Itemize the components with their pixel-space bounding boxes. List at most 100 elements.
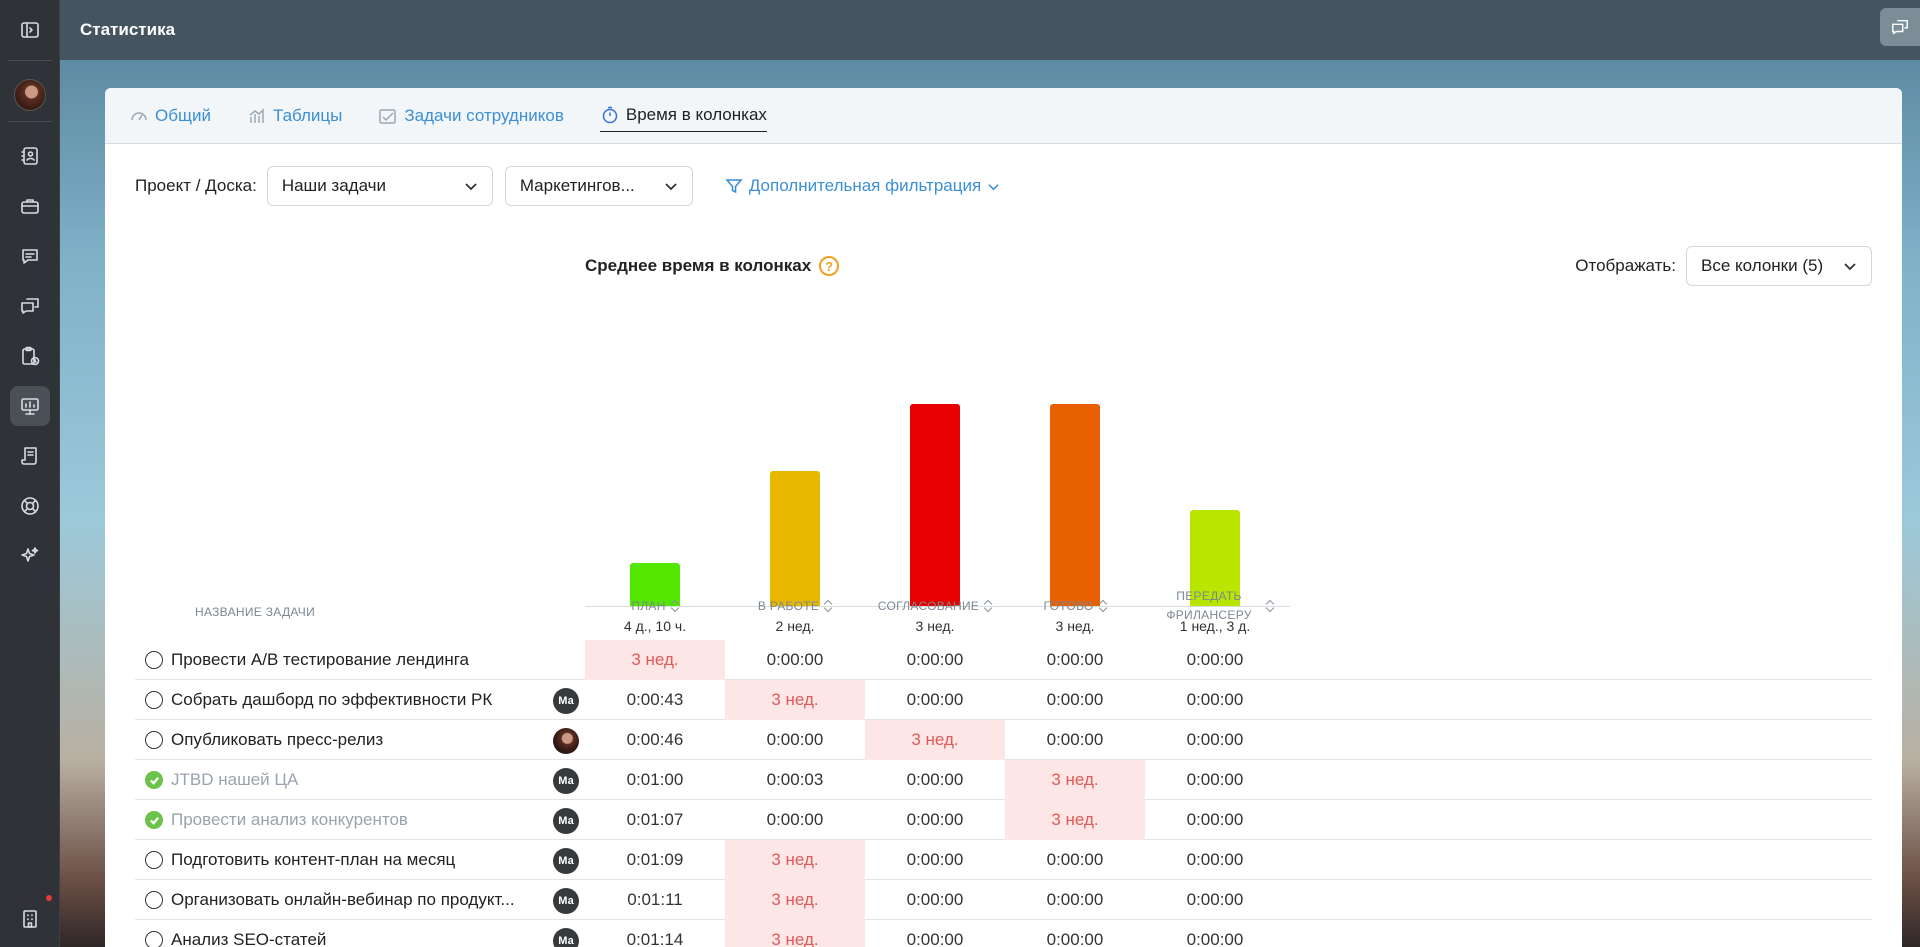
chart-baseline — [585, 606, 1290, 607]
tab-time-in-columns[interactable]: Время в колонках — [599, 100, 767, 132]
chart-bar — [770, 471, 820, 606]
task-name-cell[interactable]: Собрать дашборд по эффективности РК — [145, 680, 492, 720]
chart-icon — [249, 107, 265, 123]
table-row[interactable]: Подготовить контент-план на месяц Ма 0:01:… — [135, 840, 1872, 880]
chat-panel-button[interactable] — [1880, 8, 1920, 46]
status-circle-icon[interactable] — [145, 851, 163, 869]
notification-dot — [46, 895, 52, 901]
header-freelancer[interactable]: ПЕРЕДАТЬ ФРИЛАНСЕРУ — [1145, 586, 1295, 626]
status-circle-icon[interactable] — [145, 931, 163, 947]
header-in-work[interactable]: В РАБОТЕ — [725, 586, 865, 626]
columns-select[interactable]: Все колонки (5) — [1686, 246, 1872, 286]
assignee-avatar[interactable]: Ма — [553, 808, 579, 834]
chart-title: Среднее время в колонках ? — [585, 256, 840, 276]
table-row[interactable]: Опубликовать пресс-релиз 0:00:46 0:00:00 3 … — [135, 720, 1872, 760]
header-plan-text: ПЛАН — [631, 598, 666, 613]
header-plan[interactable]: ПЛАН — [585, 586, 725, 626]
status-circle-icon[interactable] — [145, 731, 163, 749]
table-row[interactable]: JTBD нашей ЦА Ма 0:01:00 0:00:03 0:00:00 3 не… — [135, 760, 1872, 800]
tab-employee-tasks[interactable]: Задачи сотрудников — [378, 100, 564, 132]
support-icon[interactable] — [10, 486, 50, 526]
briefcase-icon[interactable] — [10, 186, 50, 226]
time-cell: 0:00:00 — [906, 690, 964, 709]
task-name: Провести анализ конкурентов — [171, 810, 408, 829]
assignee-avatar[interactable]: Ма — [553, 688, 579, 714]
task-name: Опубликовать пресс-релиз — [171, 730, 384, 749]
task-name-cell[interactable]: Анализ SEO-статей — [145, 920, 326, 947]
tab-label: Время в колонках — [625, 105, 767, 124]
table-row[interactable]: Анализ SEO-статей Ма 0:01:14 3 нед. 0:00:00 0… — [135, 920, 1872, 947]
company-button[interactable] — [10, 889, 52, 939]
chart-bar — [630, 563, 680, 606]
collapse-sidebar-icon[interactable] — [10, 10, 50, 50]
assignee-avatar[interactable] — [553, 728, 579, 754]
tab-tables[interactable]: Таблицы — [247, 100, 342, 132]
time-cell: 0:01:00 — [626, 770, 684, 789]
task-clipboard-icon[interactable] — [10, 336, 50, 376]
left-rail — [0, 0, 60, 947]
status-circle-icon[interactable] — [145, 891, 163, 909]
task-name-cell[interactable]: Опубликовать пресс-релиз — [145, 720, 383, 760]
chart-bar-label: 3 нед. — [1055, 618, 1095, 634]
table-row[interactable]: Организовать онлайн-вебинар по продукт..… — [135, 880, 1872, 920]
tab-label: Таблицы — [272, 105, 343, 125]
project-select[interactable]: Наши задачи — [266, 166, 493, 206]
statistics-icon[interactable] — [9, 386, 50, 426]
time-cell: 0:00:00 — [1186, 810, 1244, 829]
assignee-avatar[interactable]: Ма — [553, 768, 579, 794]
sort-icon — [984, 600, 992, 612]
time-cell: 0:01:07 — [626, 810, 684, 829]
time-cell: 0:00:00 — [1046, 690, 1104, 709]
task-name: Анализ SEO-статей — [171, 930, 327, 947]
display-filter: Отображать: Все колонки (5) — [1575, 246, 1872, 286]
page-title: Статистика — [80, 20, 176, 39]
header-ready[interactable]: ГОТОВО — [1005, 586, 1145, 626]
header-approval[interactable]: СОГЛАСОВАНИЕ — [865, 586, 1005, 626]
help-icon[interactable]: ? — [819, 256, 840, 276]
task-name-cell[interactable]: Провести A/B тестирование лендинга — [145, 640, 469, 680]
chart-title-text: Среднее время в колонках — [585, 256, 812, 275]
messages-icon[interactable] — [10, 286, 50, 326]
status-circle-icon[interactable] — [145, 651, 163, 669]
filter-bar: Проект / Доска: Наши задачи Маркетингов.… — [135, 166, 1000, 206]
chevron-down-icon — [465, 183, 477, 191]
tab-label: Задачи сотрудников — [404, 105, 564, 125]
table-row[interactable]: Провести анализ конкурентов Ма 0:01:07 0:00… — [135, 800, 1872, 840]
table-row[interactable]: Собрать дашборд по эффективности РК Ма 0:0… — [135, 680, 1872, 720]
contacts-icon[interactable] — [10, 136, 50, 176]
check-done-icon[interactable] — [145, 771, 163, 789]
check-done-icon[interactable] — [145, 811, 163, 829]
time-cell: 0:00:00 — [1186, 770, 1244, 789]
stopwatch-icon — [602, 106, 618, 124]
time-cell: 0:00:46 — [626, 730, 684, 749]
time-cell: 3 нед. — [585, 640, 725, 680]
header-task-name-text: НАЗВАНИЕ ЗАДАЧИ — [195, 605, 315, 619]
company-icon[interactable] — [10, 895, 52, 939]
project-select-value: Наши задачи — [281, 176, 387, 195]
sort-icon — [1266, 600, 1274, 612]
time-cell: 0:00:00 — [906, 810, 964, 829]
document-icon[interactable] — [10, 436, 50, 476]
sparkles-icon[interactable] — [10, 536, 50, 576]
task-name-cell[interactable]: JTBD нашей ЦА — [145, 760, 298, 800]
assignee-avatar[interactable]: Ма — [553, 848, 579, 874]
chat-panel-icon — [1892, 19, 1908, 35]
header-freelancer-line1: ПЕРЕДАТЬ — [1176, 589, 1242, 603]
time-cell: 3 нед. — [725, 920, 865, 947]
table-row[interactable]: Провести A/B тестирование лендинга 3 нед.… — [135, 640, 1872, 680]
header-freelancer-line2: ФРИЛАНСЕРУ — [1166, 608, 1252, 622]
status-circle-icon[interactable] — [145, 691, 163, 709]
task-name-cell[interactable]: Подготовить контент-план на месяц — [145, 840, 455, 880]
tab-general[interactable]: Общий — [129, 100, 211, 132]
chat-icon[interactable] — [10, 236, 50, 276]
assignee-avatar[interactable]: Ма — [553, 928, 579, 947]
task-name-cell[interactable]: Организовать онлайн-вебинар по продукт..… — [145, 880, 515, 920]
assignee-avatar[interactable]: Ма — [553, 888, 579, 914]
rail-divider — [7, 60, 52, 61]
task-name-cell[interactable]: Провести анализ конкурентов — [145, 800, 408, 840]
extra-filter-toggle[interactable]: Дополнительная фильтрация — [725, 176, 1000, 196]
board-select[interactable]: Маркетингов... — [504, 166, 693, 206]
task-table: Провести A/B тестирование лендинга 3 нед.… — [135, 640, 1872, 947]
bar-chart: 4 д., 10 ч. 2 нед. 3 нед. 3 нед. 1 нед., 3 д… — [585, 288, 1290, 638]
avatar[interactable] — [13, 79, 46, 111]
